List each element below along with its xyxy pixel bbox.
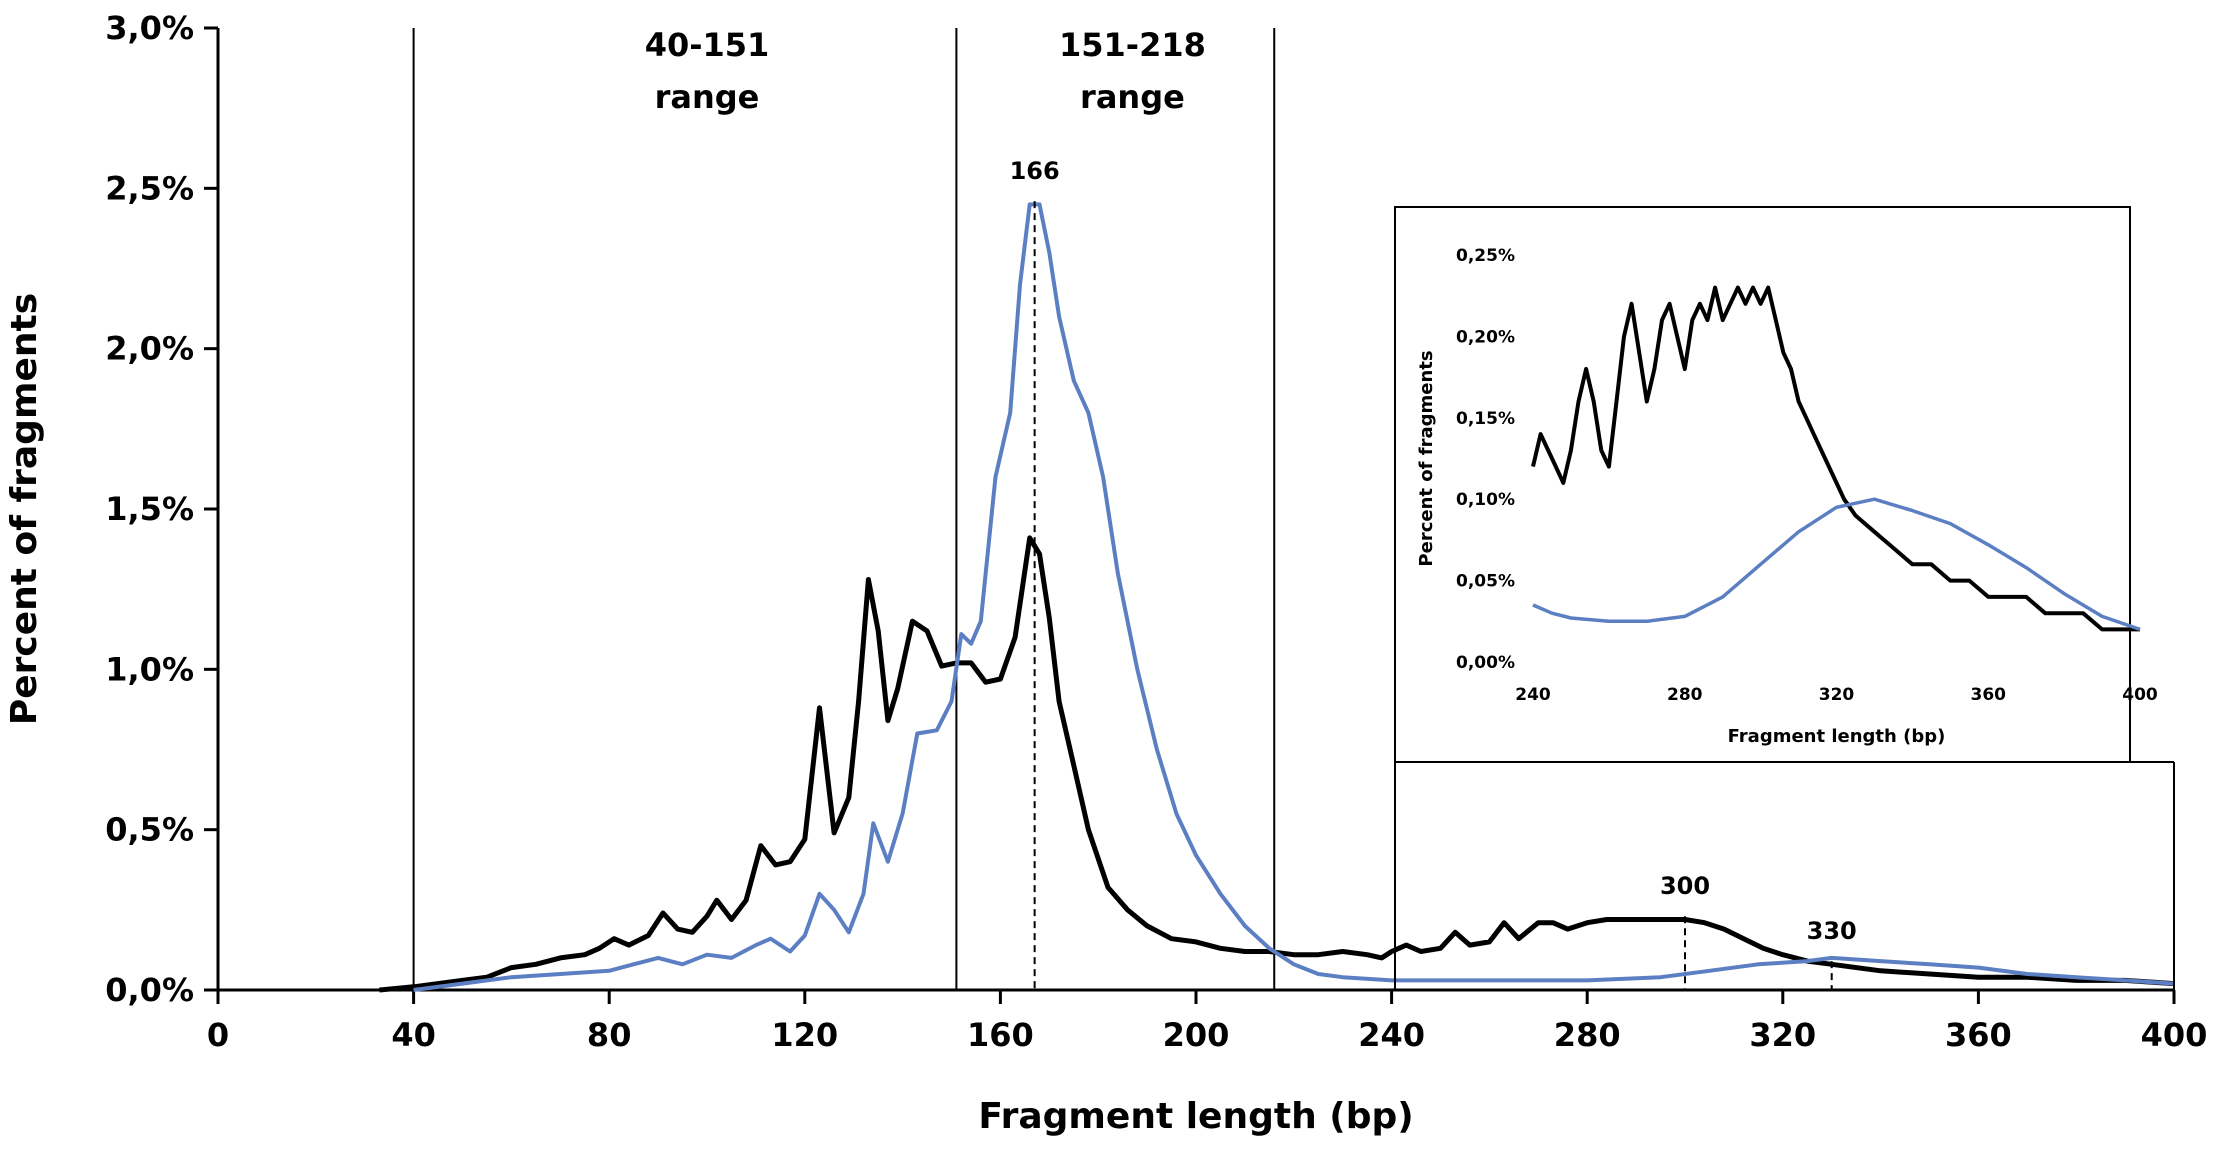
peak-label: 330: [1807, 917, 1857, 945]
inset-y-tick-label: 0,00%: [1456, 653, 1515, 673]
x-tick-label: 80: [587, 1016, 632, 1054]
inset-x-tick-label: 360: [1971, 685, 2007, 705]
inset-y-tick-label: 0,05%: [1456, 572, 1515, 592]
inset-y-tick-label: 0,10%: [1456, 490, 1515, 510]
x-tick-label: 240: [1358, 1016, 1425, 1054]
inset-y-tick-label: 0,20%: [1456, 327, 1515, 347]
series-line-black: [379, 535, 2175, 993]
inset-series-line-blue: [1532, 497, 2141, 632]
x-axis-title: Fragment length (bp): [978, 1096, 1413, 1137]
range-label-line2: range: [1080, 78, 1185, 116]
x-tick-label: 400: [2141, 1016, 2208, 1054]
inset-x-tick-label: 240: [1515, 685, 1551, 705]
peak-label: 300: [1660, 872, 1710, 900]
peak-label: 166: [1010, 157, 1060, 185]
inset-y-tick-label: 0,15%: [1456, 409, 1515, 429]
inset-frame: [1394, 206, 2131, 763]
x-tick-label: 280: [1554, 1016, 1621, 1054]
inset-chart: 0,00% 0,05% 0,10% 0,15% 0,20% 0,25% 240 280 320 3…: [1394, 206, 2175, 990]
main-chart: 0,0% 0,5% 1,0% 1,5% 2,0% 2,5% 3,0% 0 40 80 120 160 2…: [4, 9, 2207, 1137]
x-tick-label: 0: [207, 1016, 229, 1054]
range-label-line2: range: [655, 78, 760, 116]
x-tick-label: 320: [1749, 1016, 1816, 1054]
inset-x-tick-label: 400: [2122, 685, 2158, 705]
x-tick-label: 200: [1163, 1016, 1230, 1054]
y-axis-title: Percent of fragments: [4, 293, 45, 725]
range-label-line1: 40-151: [645, 26, 770, 64]
x-tick-label: 40: [391, 1016, 436, 1054]
range-label-line1: 151-218: [1059, 26, 1206, 64]
y-tick-label: 3,0%: [105, 9, 194, 47]
inset-x-axis-title: Fragment length (bp): [1728, 726, 1946, 747]
inset-series-line-black: [1531, 285, 2140, 632]
inset-y-axis-title: Percent of fragments: [1416, 350, 1437, 566]
inset-y-tick-label: 0,25%: [1456, 246, 1515, 266]
y-tick-label: 0,0%: [105, 971, 194, 1009]
x-tick-label: 360: [1945, 1016, 2012, 1054]
series-line-blue: [413, 202, 2175, 992]
inset-x-tick-label: 280: [1667, 685, 1703, 705]
y-tick-label: 2,0%: [105, 330, 194, 368]
y-tick-label: 2,5%: [105, 169, 194, 207]
y-tick-label: 0,5%: [105, 811, 194, 849]
x-tick-label: 160: [967, 1016, 1034, 1054]
x-tick-label: 120: [771, 1016, 838, 1054]
y-tick-label: 1,5%: [105, 490, 194, 528]
inset-x-tick-label: 320: [1819, 685, 1855, 705]
y-tick-label: 1,0%: [105, 650, 194, 688]
